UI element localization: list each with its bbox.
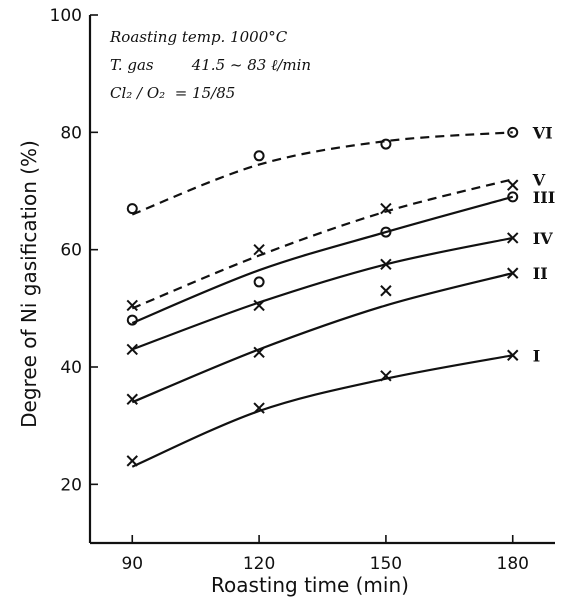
series-line-vi <box>131 131 513 216</box>
data-point-cross <box>253 346 265 359</box>
series-label-iv: IV <box>533 229 553 248</box>
data-point-cross <box>253 402 265 414</box>
data-point-cross <box>380 258 392 271</box>
data-point-cross <box>507 349 519 361</box>
x-axis-title: Roasting time (min) <box>211 573 409 597</box>
data-point-circle <box>507 126 519 138</box>
data-point-circle <box>380 226 392 238</box>
y-tick-label: 60 <box>60 241 82 261</box>
series-line-iv <box>131 236 513 351</box>
y-tick-label: 40 <box>60 358 82 378</box>
data-point-circle <box>253 276 265 288</box>
data-point-cross <box>507 179 519 191</box>
data-point-circle <box>126 203 138 215</box>
series-label-vi: VI <box>532 123 553 142</box>
data-point-cross <box>507 232 519 244</box>
data-point-cross <box>126 299 138 312</box>
series-line-v <box>131 178 513 310</box>
data-point-cross <box>507 267 519 279</box>
series-label-iii: III <box>533 188 555 207</box>
y-tick-label: 100 <box>50 6 82 26</box>
axes <box>88 15 555 545</box>
y-tick-label: 20 <box>60 475 82 495</box>
y-tick-label: 80 <box>60 123 82 143</box>
data-point-cross <box>380 285 392 297</box>
x-tick-label: 150 <box>370 554 402 574</box>
data-point-circle <box>507 191 519 203</box>
data-point-cross <box>126 393 138 405</box>
series-label-ii: II <box>533 264 548 283</box>
y-axis-title: Degree of Ni gasification (%) <box>17 140 41 428</box>
ticks: 90 120 150 180 20 40 60 80 100 <box>50 6 529 574</box>
x-tick-label: 180 <box>497 554 529 574</box>
x-tick-label: 90 <box>121 554 143 574</box>
data-point-circle <box>126 314 138 326</box>
series-line-iii <box>131 195 514 325</box>
markers <box>126 126 519 467</box>
data-point-circle <box>253 150 265 162</box>
data-point-cross <box>126 455 138 467</box>
series-line-i <box>131 354 513 468</box>
data-point-circle <box>380 138 392 150</box>
data-point-cross <box>380 370 392 382</box>
series-label-i: I <box>533 346 540 365</box>
series-line-ii <box>131 272 513 404</box>
annotation-gas-ratio: Cl₂ / O₂ = 15/85 <box>110 84 235 102</box>
data-point-cross <box>253 299 265 312</box>
data-point-cross <box>253 243 265 256</box>
data-point-cross <box>126 343 138 356</box>
x-tick-label: 120 <box>243 554 275 574</box>
series-label-v: V <box>532 170 546 189</box>
annotation-gas-flow: T. gas 41.5 ~ 83 ℓ/min <box>110 56 311 74</box>
curves <box>131 131 514 468</box>
data-point-cross <box>380 202 392 215</box>
annotation-roasting-temp: Roasting temp. 1000°C <box>109 28 288 46</box>
